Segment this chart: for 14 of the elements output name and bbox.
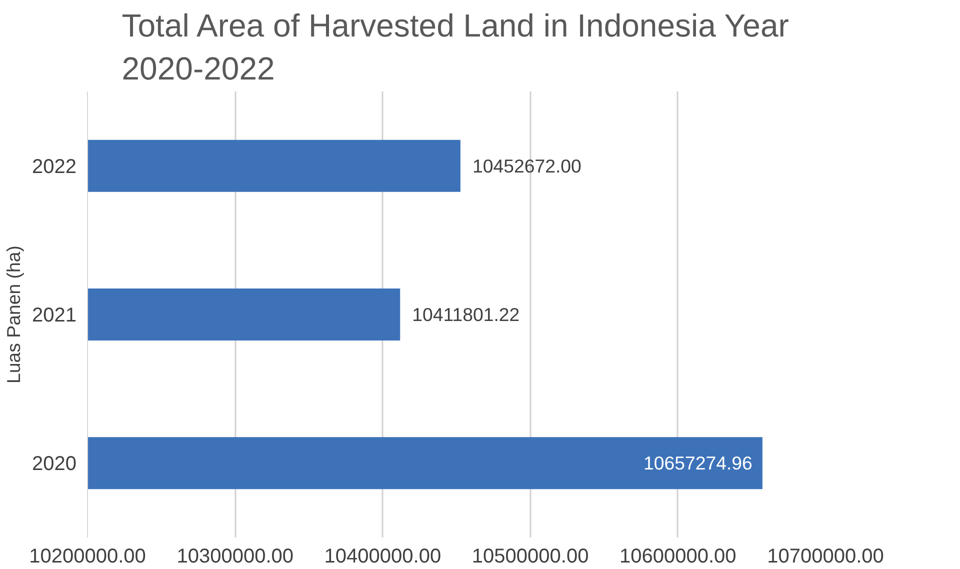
y-axis-title: Luas Panen (ha) — [3, 246, 24, 384]
data-label: 10411801.22 — [412, 304, 520, 325]
x-tick-label: 10200000.00 — [29, 546, 146, 568]
data-label: 10452672.00 — [472, 155, 582, 176]
data-label: 10657274.96 — [643, 452, 752, 474]
chart-title: Total Area of Harvested Land in Indonesia Year 2020-2022 — [122, 7, 790, 86]
y-tick-label: 2020 — [32, 453, 77, 476]
x-tick-label: 10600000.00 — [620, 546, 736, 568]
x-tick-label: 10500000.00 — [472, 546, 589, 568]
x-tick-label: 10700000.00 — [767, 546, 884, 568]
y-tick-label: 2021 — [32, 304, 77, 326]
x-tick-label: 10400000.00 — [324, 546, 442, 568]
y-tick-label: 2022 — [32, 156, 77, 178]
x-tick-label: 10300000.00 — [176, 546, 294, 568]
